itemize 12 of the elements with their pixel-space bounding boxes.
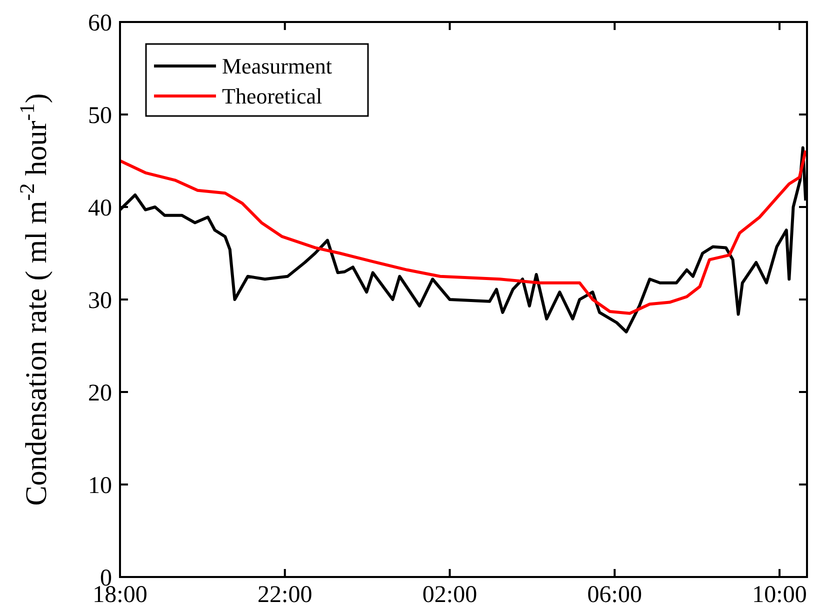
y-tick-label: 10 [88,472,112,499]
x-tick-label: 06:00 [587,582,642,608]
y-tick-label: 50 [88,102,112,129]
y-tick-label: 60 [88,10,112,36]
x-tick-label: 10:00 [752,582,807,608]
y-tick-label: 20 [88,380,112,406]
y-tick-label: 30 [88,288,112,314]
legend-label: Theoretical [222,84,322,109]
legend-label: Measurment [222,54,332,79]
x-tick-label: 02:00 [422,582,478,608]
y-tick-label: 40 [88,195,112,222]
x-tick-label: 22:00 [258,582,312,608]
